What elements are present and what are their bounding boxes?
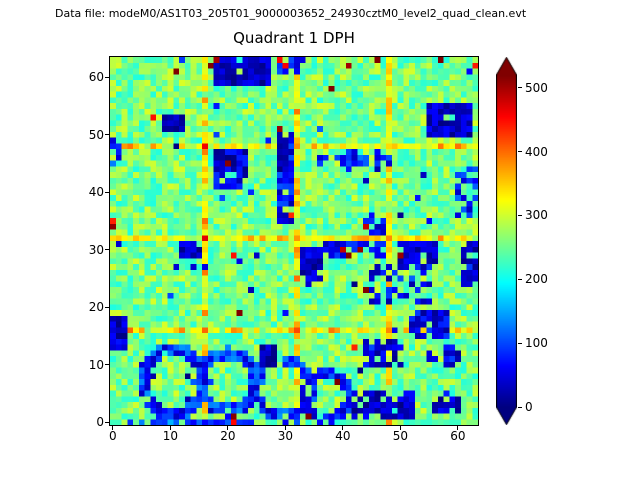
y-tick-mark (105, 364, 109, 366)
y-tick-mark (105, 249, 109, 251)
colorbar-tick-label: 400 (525, 144, 548, 159)
x-tick-mark (112, 426, 114, 430)
colorbar-tick-label: 0 (525, 400, 533, 414)
colorbar-tick-label: 100 (525, 336, 548, 351)
x-tick-label: 0 (109, 429, 117, 443)
colorbar-tick-label: 200 (525, 272, 548, 287)
x-tick-mark (342, 426, 344, 430)
chart-title: Quadrant 1 DPH (233, 29, 355, 47)
y-tick-mark (105, 306, 109, 308)
heatmap-canvas (110, 57, 478, 425)
colorbar-tick-mark (518, 342, 522, 344)
y-tick-label: 40 (88, 185, 104, 200)
heatmap-plot-area (109, 56, 479, 426)
x-tick-mark (399, 426, 401, 430)
x-tick-label: 30 (277, 429, 294, 443)
y-tick-label: 0 (96, 415, 104, 430)
colorbar-tick-label: 500 (525, 80, 548, 95)
x-tick-mark (227, 426, 229, 430)
colorbar-tick-mark (518, 214, 522, 216)
y-tick-label: 20 (88, 300, 104, 315)
x-tick-label: 10 (162, 429, 179, 443)
y-tick-mark (105, 134, 109, 136)
colorbar-tick-mark (518, 87, 522, 89)
colorbar-tick-mark (518, 151, 522, 153)
colorbar (496, 57, 517, 425)
x-tick-label: 50 (392, 429, 409, 443)
datafile-label: Data file: modeM0/AS1T03_205T01_90000036… (55, 7, 527, 20)
x-tick-mark (457, 426, 459, 430)
y-tick-label: 50 (88, 127, 104, 142)
colorbar-canvas (496, 57, 517, 425)
y-tick-mark (105, 191, 109, 193)
colorbar-tick-mark (518, 278, 522, 280)
x-tick-label: 60 (450, 429, 466, 443)
y-tick-label: 60 (88, 70, 104, 85)
x-tick-mark (169, 426, 171, 430)
x-tick-mark (284, 426, 286, 430)
y-tick-label: 30 (88, 242, 104, 257)
y-tick-mark (105, 421, 109, 423)
colorbar-tick-mark (518, 406, 522, 408)
x-tick-label: 40 (335, 429, 351, 443)
x-tick-label: 20 (220, 429, 236, 443)
colorbar-tick-label: 300 (525, 208, 548, 223)
y-tick-label: 10 (88, 357, 104, 372)
y-tick-mark (105, 76, 109, 78)
